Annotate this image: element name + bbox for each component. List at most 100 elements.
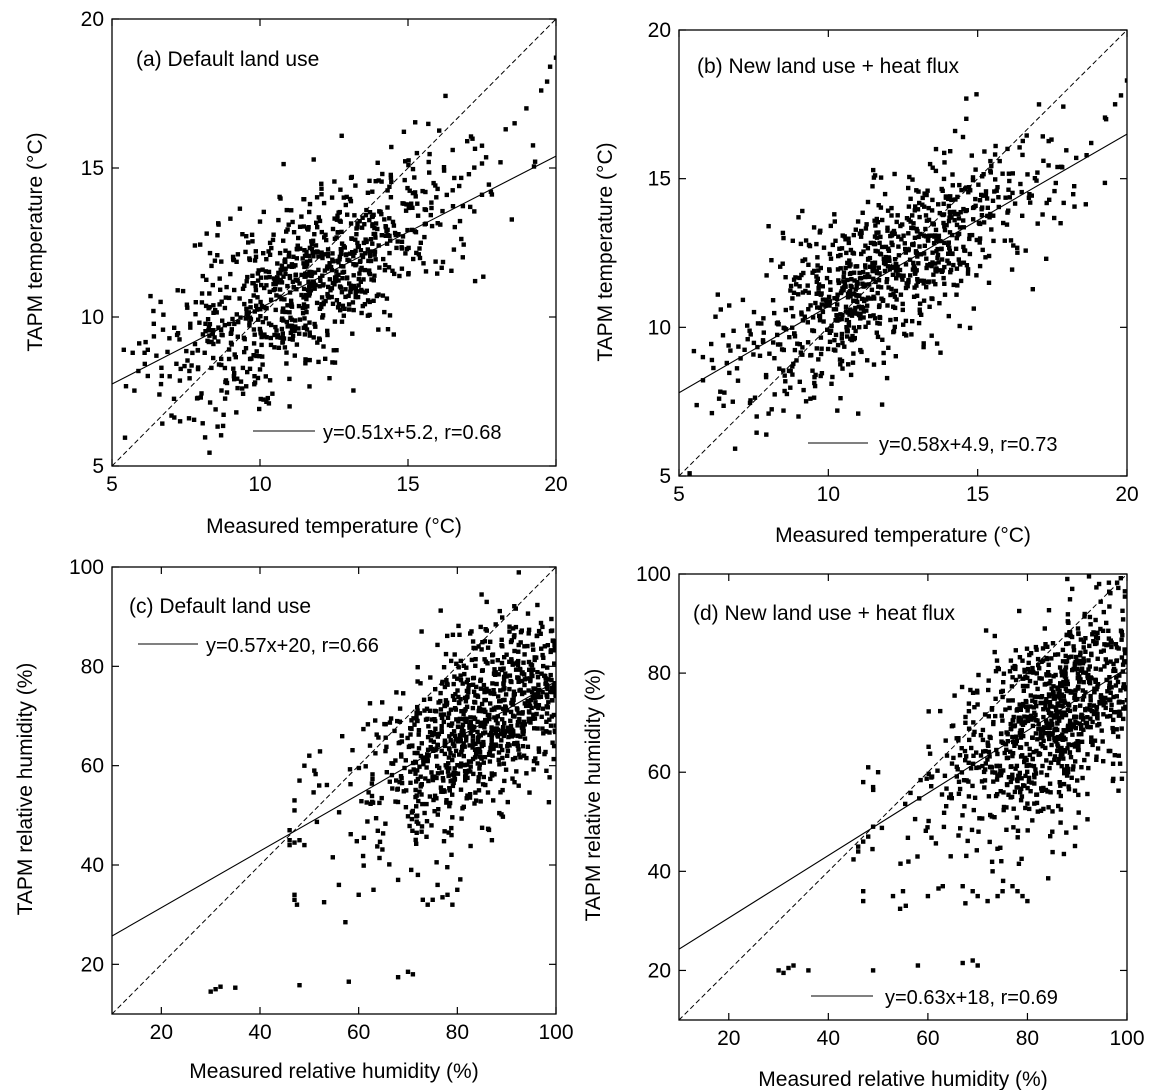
data-point <box>833 332 839 338</box>
data-point <box>512 633 517 638</box>
data-point <box>791 277 797 282</box>
data-point <box>385 188 390 193</box>
data-point <box>1052 735 1057 741</box>
data-point <box>449 731 455 737</box>
data-point <box>781 970 786 976</box>
data-point <box>353 294 358 300</box>
data-point <box>1121 716 1126 722</box>
data-point <box>430 777 436 783</box>
data-point <box>1117 699 1122 704</box>
data-point <box>1078 703 1083 708</box>
y-tick-label: 5 <box>659 465 671 488</box>
data-point <box>1087 643 1092 649</box>
data-point <box>464 688 470 694</box>
data-point <box>1087 664 1092 669</box>
data-point <box>367 701 373 706</box>
data-point <box>1032 801 1037 806</box>
data-point <box>221 412 226 417</box>
data-point <box>1108 698 1113 703</box>
data-point <box>197 320 202 325</box>
data-point <box>1071 192 1076 197</box>
data-point <box>479 701 485 707</box>
data-point <box>536 682 541 687</box>
data-point <box>417 255 423 261</box>
data-point <box>1080 688 1085 693</box>
data-point <box>222 323 227 328</box>
data-point <box>321 252 327 257</box>
data-point <box>207 333 212 338</box>
data-point <box>1011 243 1016 248</box>
data-point <box>204 231 209 236</box>
data-point <box>464 704 470 709</box>
data-point <box>1081 656 1086 661</box>
data-point <box>433 183 438 188</box>
data-point <box>1035 170 1040 175</box>
data-point <box>859 304 865 310</box>
data-point <box>415 201 420 206</box>
data-point <box>980 737 986 743</box>
data-point <box>849 277 854 282</box>
data-point <box>524 755 529 761</box>
data-point <box>1052 727 1057 733</box>
data-point <box>451 247 457 252</box>
data-point <box>359 799 364 804</box>
x-tick-label: 60 <box>916 1027 939 1050</box>
data-point <box>1109 644 1114 650</box>
data-point <box>483 697 488 703</box>
data-point <box>481 274 486 279</box>
data-point <box>1032 772 1037 777</box>
data-point <box>1114 675 1119 680</box>
data-point <box>398 774 404 779</box>
data-point <box>871 313 876 318</box>
data-point <box>860 270 866 275</box>
data-point <box>715 292 720 297</box>
data-point <box>959 770 965 775</box>
data-point <box>1066 784 1071 789</box>
data-point <box>497 810 502 816</box>
data-point <box>884 258 889 263</box>
data-point <box>479 592 484 597</box>
data-point <box>934 238 939 243</box>
data-point <box>461 753 466 759</box>
data-point <box>1080 661 1086 666</box>
data-point <box>754 414 759 419</box>
data-point <box>970 177 976 183</box>
data-point <box>377 839 383 844</box>
data-point <box>264 283 269 288</box>
data-point <box>525 744 531 749</box>
data-point <box>873 279 878 285</box>
data-point <box>267 252 273 257</box>
data-point <box>847 258 852 263</box>
data-point <box>1056 736 1061 742</box>
data-point <box>463 699 469 704</box>
data-point <box>433 718 438 724</box>
data-point <box>206 306 211 311</box>
data-point <box>812 375 817 380</box>
data-point <box>422 810 427 816</box>
data-point <box>287 838 292 843</box>
data-point <box>479 143 485 148</box>
data-point <box>933 168 939 174</box>
data-point <box>413 120 418 125</box>
data-point <box>1098 695 1103 700</box>
data-point <box>929 233 934 238</box>
data-point <box>383 748 388 754</box>
data-point <box>983 255 988 260</box>
data-point <box>400 234 406 239</box>
data-point <box>517 666 523 672</box>
data-point <box>1008 658 1014 663</box>
data-point <box>728 348 733 353</box>
data-point <box>1027 752 1033 758</box>
data-point <box>1119 629 1124 635</box>
data-point <box>474 749 479 754</box>
data-point <box>965 267 971 272</box>
data-point <box>1013 766 1018 771</box>
data-point <box>258 299 263 305</box>
data-point <box>522 701 527 706</box>
data-point <box>515 743 520 748</box>
data-point <box>536 749 542 754</box>
data-point <box>831 347 837 352</box>
data-point <box>861 889 866 894</box>
data-point <box>816 285 821 291</box>
data-point <box>859 251 864 257</box>
